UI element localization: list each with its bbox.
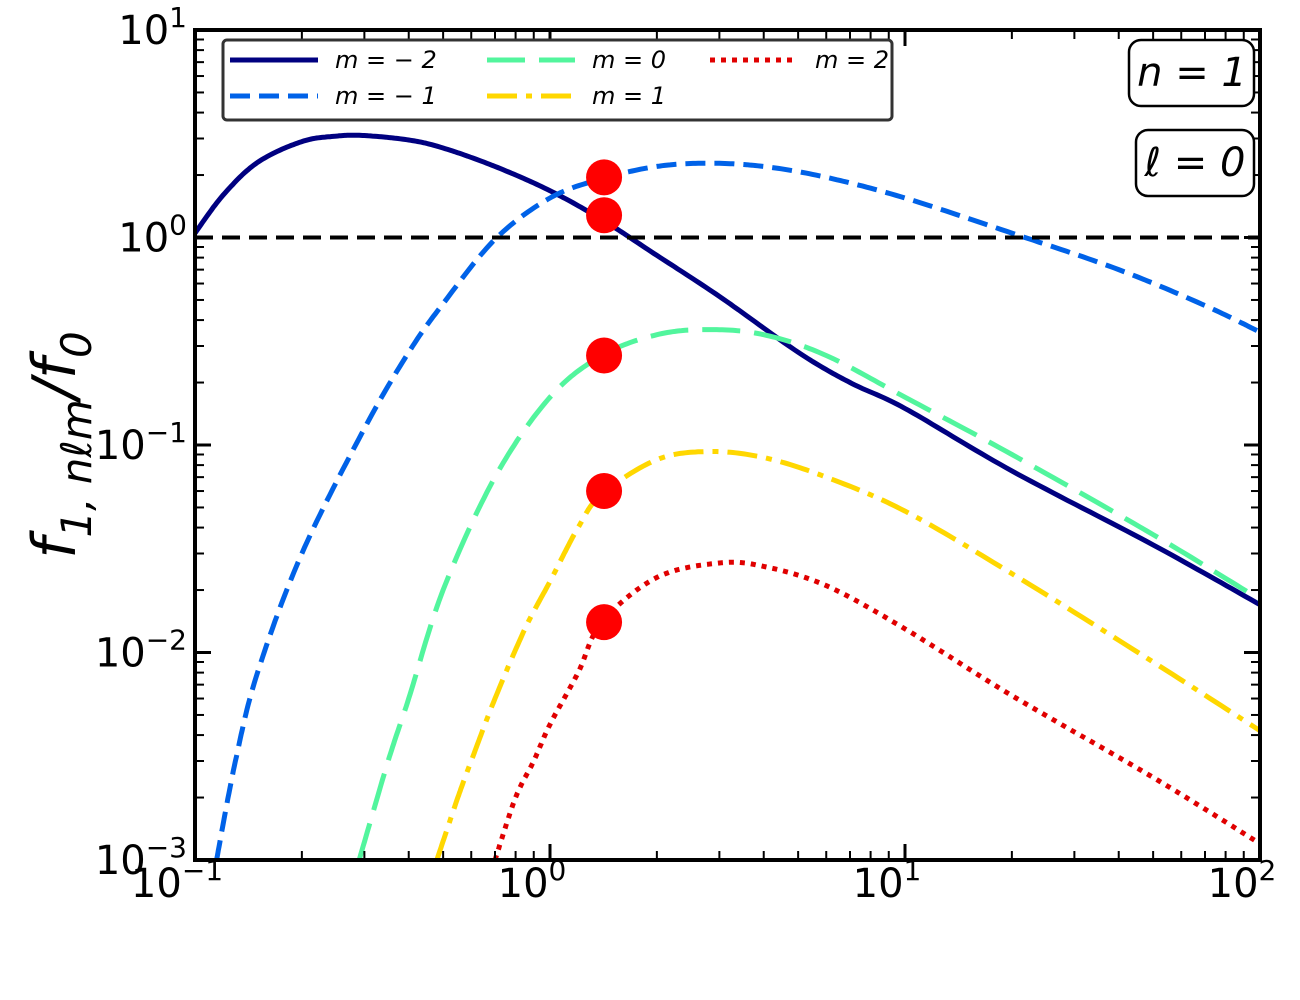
y-tick-label: 10−1 (95, 416, 187, 469)
marker-point-1 (586, 197, 623, 234)
marker-layer (586, 159, 623, 641)
annotation-box-n (1127, 38, 1256, 108)
marker-point-0 (586, 159, 623, 196)
series-line-1 (214, 160, 1260, 860)
tick-labels-layer: 10−1 100 101 102 10−3 10−2 10−1 100 101 (95, 1, 1277, 907)
y-tick-label: 10−2 (95, 624, 187, 677)
x-tick-label: 100 (498, 854, 567, 907)
annotation-label-n: n = 1 (1137, 50, 1247, 96)
series-line-4 (492, 559, 1260, 860)
annotation-box-l (1134, 128, 1256, 198)
legend-label-4: m = 2 (815, 46, 889, 74)
legend-label-1: m = − 1 (335, 82, 437, 110)
series-line-0 (195, 132, 1260, 607)
plot-frame (193, 28, 1262, 862)
legend-label-0: m = − 2 (335, 46, 437, 74)
marker-point-2 (586, 337, 623, 374)
legend: m = − 2 m = − 1 m = 0 m = 1 m = 2 (221, 38, 894, 122)
legend-label-2: m = 0 (592, 46, 666, 74)
x-tick-label: 102 (1208, 854, 1277, 907)
marker-point-4 (586, 604, 623, 641)
x-tick-label: 101 (853, 854, 922, 907)
x-tick-label: 10−1 (131, 854, 223, 907)
annotation-label-l: ℓ = 0 (1144, 140, 1246, 186)
series-layer (195, 132, 1260, 860)
y-tick-label: 101 (118, 1, 187, 54)
y-axis-label: f1, nℓm/f0 (20, 331, 101, 559)
y-tick-label: 10−3 (95, 831, 187, 884)
annotation-layer: n = 1 ℓ = 0 (1127, 38, 1256, 198)
legend-label-3: m = 1 (592, 82, 666, 110)
marker-point-3 (586, 473, 623, 510)
legend-box (221, 38, 894, 122)
y-axis-label-text: f1, nℓm/f0 (20, 331, 101, 559)
series-line-3 (434, 449, 1260, 860)
y-tick-label: 100 (118, 209, 187, 262)
series-line-2 (356, 327, 1260, 860)
